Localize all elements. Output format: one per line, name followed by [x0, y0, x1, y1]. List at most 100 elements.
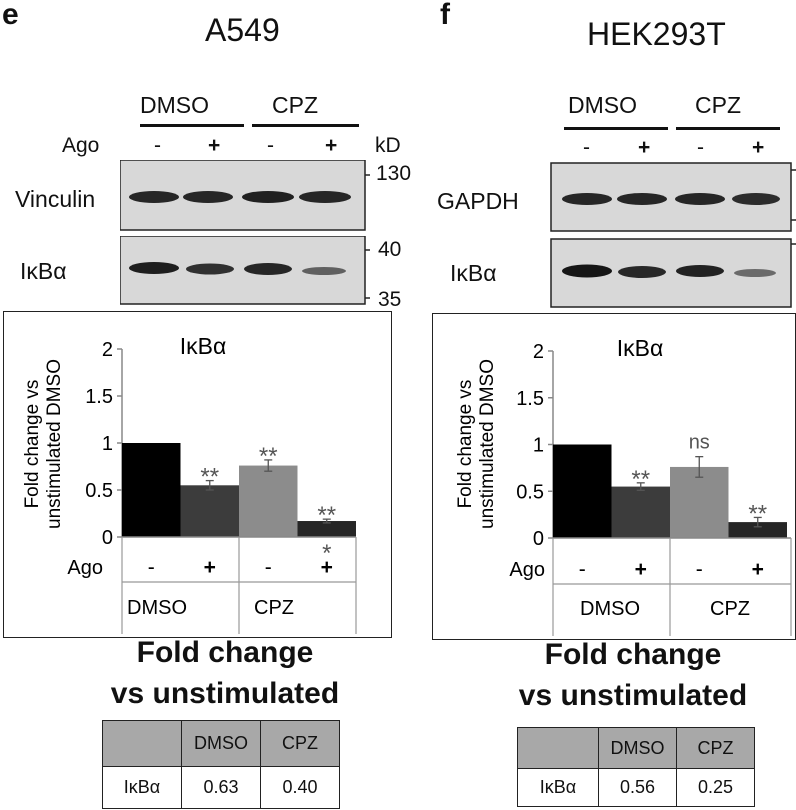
- y-axis-e: 0 0.5 1 1.5 2: [85, 339, 123, 549]
- significance-label-f-2: **: [631, 466, 650, 493]
- chart-title-f: IκBα: [617, 335, 664, 361]
- x-tick-label-f-4: +: [752, 558, 764, 581]
- significance-label-f-3: ns: [689, 432, 710, 454]
- chart-title-e: IκBα: [180, 333, 227, 359]
- chart-ago-label-f: Ago: [509, 559, 545, 581]
- caption-line1-e: Fold change: [136, 636, 314, 669]
- blot-image-ikba-e: [120, 236, 370, 305]
- significance-label-e-3: **: [259, 443, 278, 470]
- group-bar-dmso-f: [564, 127, 668, 130]
- significance-label-f-4: **: [748, 500, 767, 527]
- chart-ylabel-line2-e: unstimulated DMSO: [44, 359, 65, 529]
- chart-frame-e: [3, 311, 392, 638]
- table-header-empty-e: [102, 720, 182, 767]
- chart-group-label-dmso-f: DMSO: [580, 598, 640, 620]
- bar-e-1: [122, 443, 181, 537]
- caption-line2-e: vs unstimulated: [110, 677, 340, 710]
- blot-image-vinculin: [120, 160, 370, 231]
- ago-sign-f-2: +: [638, 136, 651, 159]
- bars-e: *******: [122, 443, 356, 567]
- bar-f-3: [670, 466, 729, 538]
- chart-f: Fold change vs unstimulated DMSO IκBα 0 0…: [455, 335, 792, 636]
- summary-table-e: DMSO CPZ IκBα 0.63 0.40: [102, 720, 340, 809]
- x-tick-label-e-1: -: [148, 556, 155, 579]
- ago-sign-f-1: -: [583, 136, 590, 159]
- blot-image-ikba-f: [550, 238, 796, 308]
- y-tick-label-e-4: 2: [102, 339, 113, 361]
- bar-e-4: [297, 521, 356, 537]
- group-label-dmso-e: DMSO: [140, 92, 209, 118]
- x-tick-label-f-3: -: [696, 558, 703, 581]
- ago-sign-e-3: -: [267, 134, 274, 157]
- chart-ylabel-line1-f: Fold change vs: [455, 380, 476, 509]
- chart-ylabel-line2-f: unstimulated DMSO: [477, 359, 498, 529]
- summary-table-f: DMSO CPZ IκBα 0.56 0.25: [517, 727, 755, 807]
- group-label-cpz-e: CPZ: [272, 92, 318, 118]
- table-header-cpz-f: CPZ: [676, 727, 755, 769]
- chart-ylabel-line1-e: Fold change vs: [22, 380, 43, 509]
- x-tick-label-f-1: -: [579, 558, 586, 581]
- caption-line1-f: Fold change: [544, 638, 722, 671]
- group-bar-dmso-e: [140, 124, 244, 127]
- table-header-dmso-f: DMSO: [598, 727, 677, 769]
- chart-group-label-cpz-f: CPZ: [710, 598, 750, 620]
- x-tick-label-e-3: -: [265, 556, 272, 579]
- ago-sign-f-3: -: [697, 136, 704, 159]
- y-axis-f: 0 0.5 1 1.5 2: [516, 341, 554, 550]
- y-tick-label-e-3: 1.5: [85, 386, 113, 408]
- table-header-dmso-e: DMSO: [181, 720, 261, 767]
- blot-label-ikba-f: IκBα: [450, 260, 497, 286]
- group-label-dmso-f: DMSO: [568, 92, 637, 118]
- table-value-cpz-f: 0.25: [676, 768, 755, 807]
- x-tick-label-e-4: +: [321, 556, 333, 579]
- bar-f-2: [611, 486, 670, 538]
- blot-label-ikba-e: IκBα: [20, 258, 67, 284]
- blot-image-gapdh: [550, 162, 796, 232]
- significance-label-e-4: **: [317, 502, 336, 529]
- cell-line-title-f: HEK293T: [587, 16, 726, 52]
- ago-sign-e-4: +: [325, 134, 338, 157]
- table-row-label-f: IκBα: [517, 768, 599, 807]
- caption-line2-f: vs unstimulated: [518, 679, 748, 712]
- y-tick-label-e-1: 0.5: [85, 480, 113, 502]
- kd-label-e: kD: [375, 134, 401, 157]
- x-tick-label-f-2: +: [635, 558, 647, 581]
- ago-sign-e-2: +: [208, 134, 221, 157]
- bar-e-2: [180, 485, 239, 537]
- chart-group-label-dmso-e: DMSO: [127, 597, 187, 619]
- x-tick-label-e-2: +: [204, 556, 216, 579]
- table-value-dmso-e: 0.63: [181, 766, 261, 809]
- bar-e-3: [239, 465, 298, 537]
- x-axis-f: - + - +: [552, 537, 792, 636]
- ago-sign-e-1: -: [154, 134, 161, 157]
- chart-group-label-cpz-e: CPZ: [254, 597, 294, 619]
- y-tick-label-f-4: 2: [533, 341, 544, 363]
- kd-marker-130: 130: [376, 162, 412, 185]
- group-bar-cpz-f: [676, 127, 780, 130]
- bars-f: ** ns **: [553, 432, 787, 538]
- table-row-label-e: IκBα: [102, 766, 182, 809]
- y-tick-label-e-0: 0: [102, 527, 113, 549]
- group-label-cpz-f: CPZ: [695, 92, 741, 118]
- ago-label-e: Ago: [62, 134, 100, 157]
- y-tick-label-f-1: 0.5: [516, 481, 544, 503]
- ago-sign-f-4: +: [752, 136, 765, 159]
- bar-f-1: [553, 444, 612, 538]
- x-axis-e: - + - +: [121, 536, 357, 634]
- blot-label-gapdh: GAPDH: [437, 188, 519, 214]
- kd-marker-40: 40: [378, 238, 402, 261]
- table-header-cpz-e: CPZ: [260, 720, 340, 767]
- y-tick-label-e-2: 1: [102, 433, 113, 455]
- table-header-empty-f: [517, 727, 599, 769]
- significance-label-e-2: **: [200, 464, 219, 491]
- chart-e: IκBα Fold change vs unstimulated DMSO 00…: [22, 333, 357, 634]
- panel-letter-f: f: [440, 0, 450, 31]
- y-tick-label-f-2: 1: [533, 435, 544, 457]
- chart-ago-label-e: Ago: [67, 557, 103, 579]
- blot-label-vinculin: Vinculin: [15, 186, 96, 212]
- bar-f-4: [728, 522, 787, 538]
- cell-line-title-e: A549: [205, 12, 280, 48]
- panel-letter-e: e: [2, 0, 19, 31]
- y-tick-label-f-0: 0: [533, 528, 544, 550]
- group-bar-cpz-e: [252, 124, 359, 127]
